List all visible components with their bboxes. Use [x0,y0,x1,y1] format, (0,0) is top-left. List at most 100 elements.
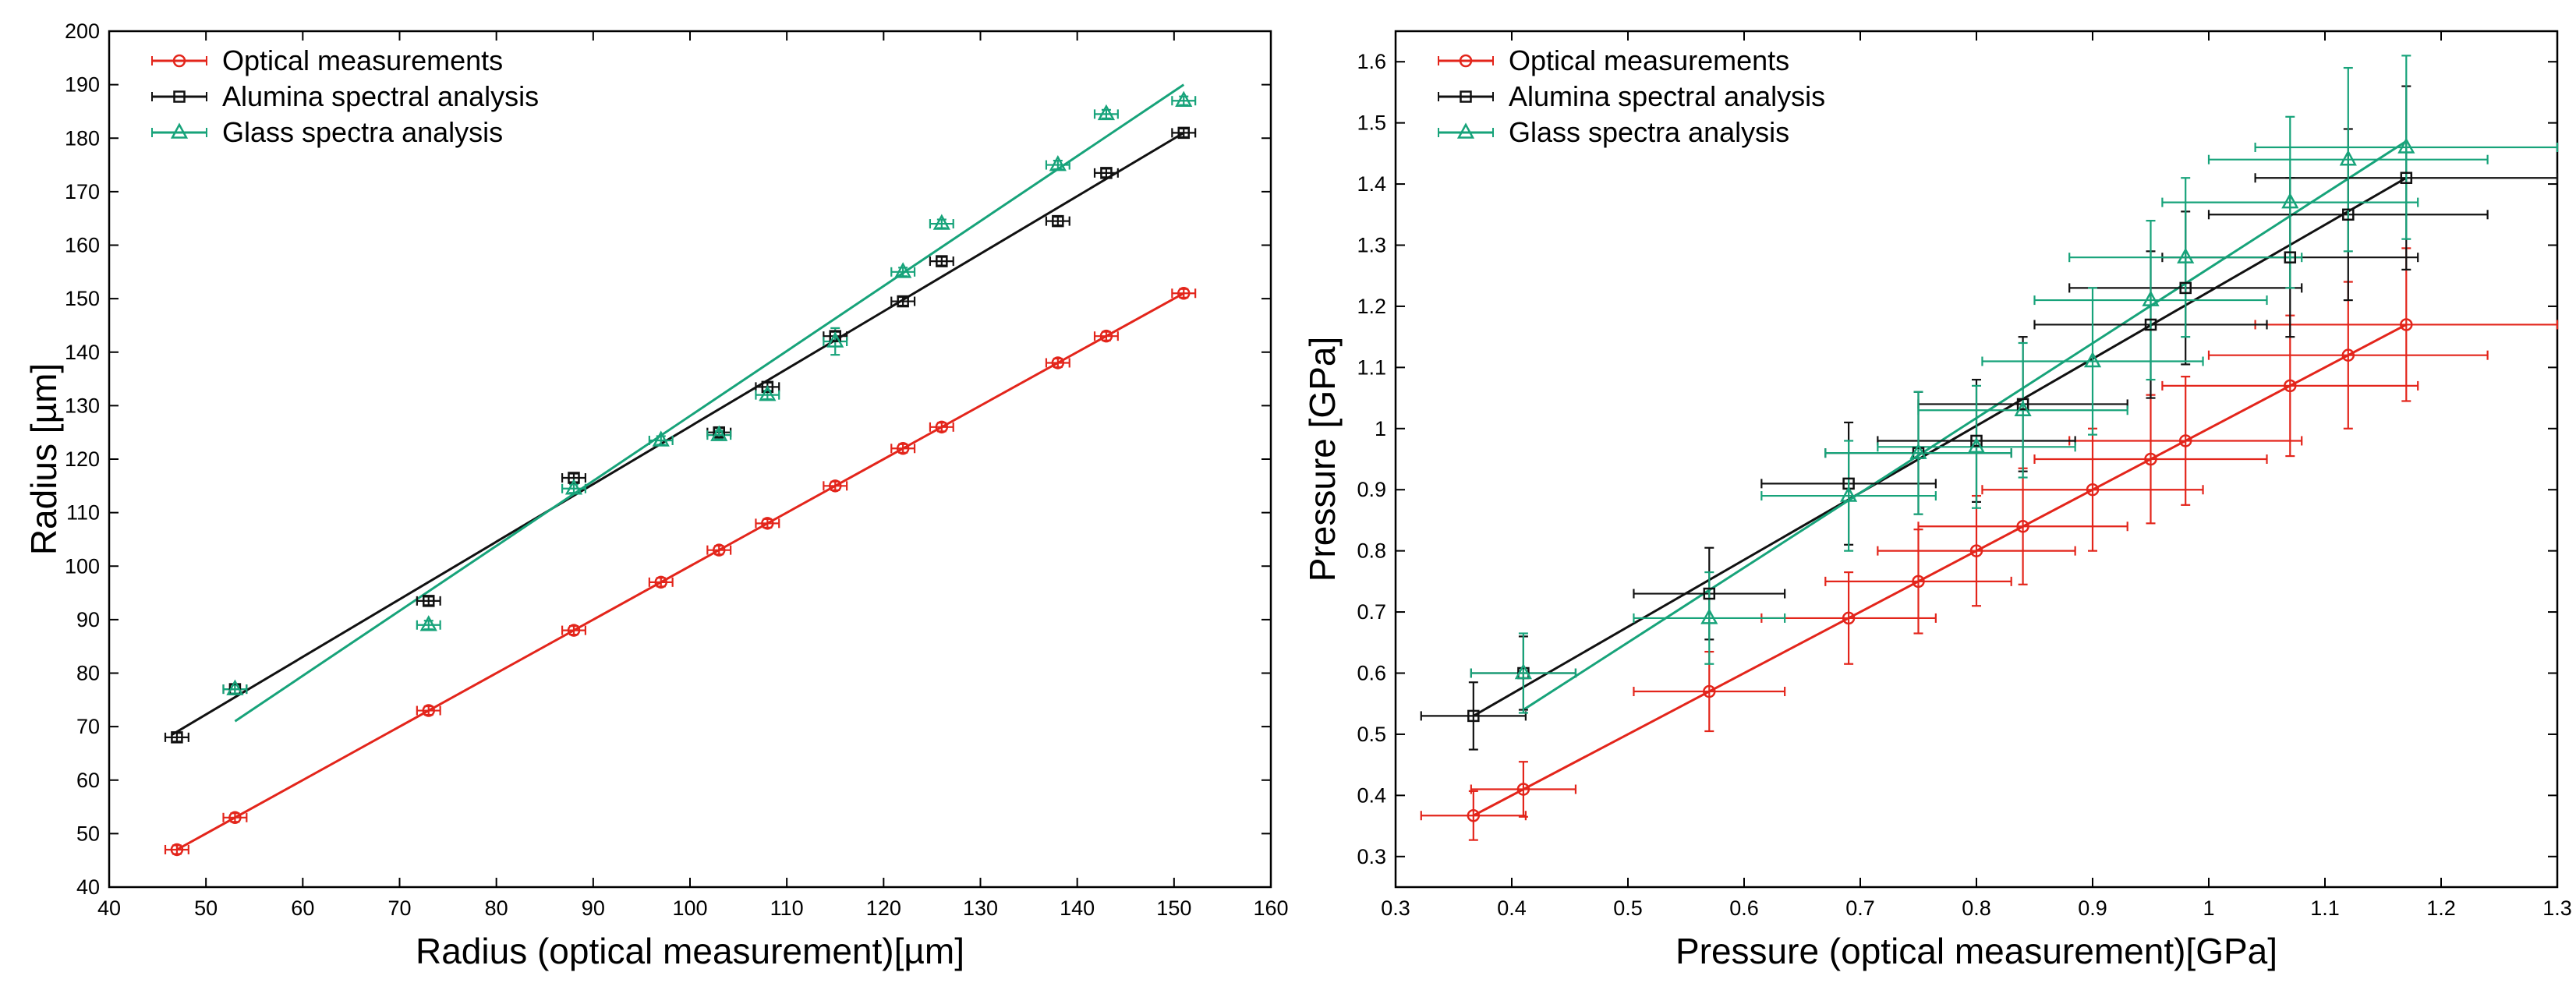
x-axis-label: Pressure (optical measurement)[GPa] [1675,931,2277,971]
data-point-optical-measurements [2284,379,2297,393]
data-point-optical-measurements [1912,575,1925,589]
data-point-glass-spectra-analysis [1967,437,1986,454]
data-point-optical-measurements [2086,483,2100,497]
legend-label-glass-spectra-analysis: Glass spectra analysis [1509,116,1789,148]
data-point-optical-measurements [829,479,842,493]
data-point-optical-measurements [2016,520,2029,533]
data-point-optical-measurements [1177,287,1191,300]
data-point-glass-spectra-analysis [2083,351,2102,368]
y-axis-label: Pressure [GPa] [1302,337,1343,582]
y-tick-label: 0.6 [1357,662,1386,685]
data-point-alumina-spectral-analysis [568,472,580,484]
data-point-optical-measurements [654,575,667,589]
x-tick-label: 100 [672,896,707,920]
fit-line-glass-spectra-analysis [1523,140,2408,711]
y-tick-label: 130 [65,394,100,417]
data-point-optical-measurements [1516,783,1530,796]
data-point-alumina-spectral-analysis [1052,214,1064,228]
x-tick-label: 0.7 [1845,896,1875,920]
y-tick-label: 160 [65,234,100,257]
y-tick-label: 1.1 [1357,355,1386,379]
data-point-glass-spectra-analysis [652,430,670,447]
y-tick-label: 200 [65,19,100,43]
x-tick-label: 1 [2203,896,2214,920]
data-point-alumina-spectral-analysis [171,731,183,744]
data-point-optical-measurements [1842,611,1856,625]
y-tick-label: 50 [76,822,100,845]
data-point-alumina-spectral-analysis [897,295,909,308]
x-tick-label: 90 [582,896,605,920]
x-tick-label: 160 [1253,896,1288,920]
data-point-alumina-spectral-analysis [829,330,841,342]
data-point-optical-measurements [1467,808,1481,822]
y-tick-label: 1.4 [1357,172,1386,196]
y-tick-label: 0.3 [1357,845,1386,868]
data-point-glass-spectra-analysis [419,615,437,631]
data-point-alumina-spectral-analysis [936,255,948,267]
x-tick-label: 130 [963,896,998,920]
data-point-alumina-spectral-analysis [1100,167,1113,179]
fit-line-optical-measurements [1473,324,2407,817]
x-tick-label: 1.3 [2542,896,2572,920]
y-tick-label: 100 [65,554,100,578]
fit-line-glass-spectra-analysis [234,83,1185,723]
x-tick-label: 70 [387,896,411,920]
data-point-optical-measurements [567,624,581,637]
data-point-optical-measurements [422,704,435,717]
data-point-optical-measurements [1099,329,1113,343]
x-tick-label: 0.3 [1381,896,1410,920]
data-point-glass-spectra-analysis [2142,290,2160,306]
data-point-glass-spectra-analysis [2177,247,2195,263]
legend-marker-glass-spectra-analysis [1456,122,1475,139]
y-tick-label: 1.6 [1357,50,1386,73]
fit-lines [171,83,1185,851]
x-tick-label: 1.1 [2310,896,2340,920]
legend-marker-alumina-spectral-analysis [173,90,186,103]
legend-marker-glass-spectra-analysis [170,122,189,139]
x-tick-label: 60 [291,896,314,920]
x-tick-label: 80 [485,896,508,920]
data-point-glass-spectra-analysis [2014,400,2032,417]
y-tick-label: 180 [65,126,100,150]
legend-marker-alumina-spectral-analysis [1460,90,1472,103]
legend-label-glass-spectra-analysis: Glass spectra analysis [222,116,503,148]
data-point-optical-measurements [1703,684,1716,698]
y-tick-label: 90 [76,608,100,631]
y-tick-label: 170 [65,180,100,203]
x-tick-label: 120 [866,896,901,920]
legend-label-optical-measurements: Optical measurements [1509,44,1789,76]
chart-radius: 40 50 60 70 80 90 100 110 120 130 140 150 160 40 50 60 7… [23,19,1289,971]
data-point-alumina-spectral-analysis [2144,318,2157,331]
data-point-glass-spectra-analysis [932,214,950,230]
x-tick-label: 150 [1156,896,1191,920]
y-tick-label: 0.4 [1357,783,1386,807]
data-point-alumina-spectral-analysis [761,380,774,394]
data-point-optical-measurements [2144,452,2157,466]
axis-ticks: 0.3 0.4 0.5 0.6 0.7 0.8 0.9 1 1.1 1.2 1.3 0.3 0.4 0.5… [1357,31,2572,920]
legend: Optical measurements Alumina spectral ana… [151,44,539,148]
data-point-glass-spectra-analysis [1049,154,1067,171]
data-point-optical-measurements [896,442,910,455]
legend-label-alumina-spectral-analysis: Alumina spectral analysis [222,80,539,112]
data-point-optical-measurements [761,517,774,530]
data-point-glass-spectra-analysis [564,479,583,495]
x-tick-label: 40 [97,896,121,920]
y-tick-label: 80 [76,662,100,685]
data-point-glass-spectra-analysis [710,425,728,441]
data-point-glass-spectra-analysis [2339,150,2357,166]
y-tick-label: 1.2 [1357,295,1386,318]
data-point-glass-spectra-analysis [1514,663,1533,680]
data-point-optical-measurements [2341,348,2355,362]
x-axis-label: Radius (optical measurement)[µm] [416,931,964,971]
data-point-alumina-spectral-analysis [2342,208,2355,221]
legend-label-optical-measurements: Optical measurements [222,44,503,76]
y-tick-label: 0.5 [1357,723,1386,746]
y-tick-label: 60 [76,769,100,792]
y-tick-label: 110 [66,501,100,525]
data-point-glass-spectra-analysis [826,331,844,348]
data-point-alumina-spectral-analysis [1467,709,1480,723]
axis-ticks: 40 50 60 70 80 90 100 110 120 130 140 150 160 40 50 60 7… [65,19,1289,920]
data-point-optical-measurements [1969,544,1983,557]
data-point-glass-spectra-analysis [1700,608,1718,624]
